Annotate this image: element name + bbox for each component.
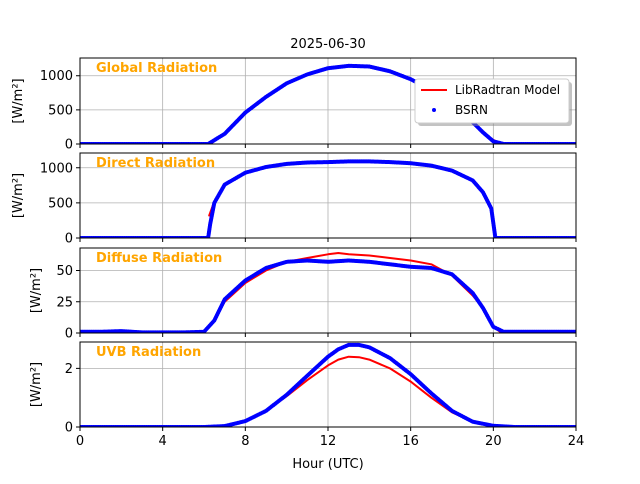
legend: LibRadtran Model BSRN xyxy=(414,78,572,126)
x-tick-label: 12 xyxy=(320,434,337,449)
bsrn-series-line xyxy=(80,63,576,144)
legend-label: BSRN xyxy=(455,103,488,117)
panel-plot-area xyxy=(80,342,576,427)
x-tick-label: 20 xyxy=(485,434,502,449)
panel-3: 0 25 50 Diffuse Radiation [W/m²] xyxy=(29,247,577,342)
bsrn-series-line xyxy=(80,159,576,238)
y-axis-label: [W/m²] xyxy=(11,78,26,123)
x-tick-label: 8 xyxy=(241,434,249,449)
y-tick-label: 500 xyxy=(48,196,73,211)
x-tick-label: 24 xyxy=(568,434,585,449)
legend-label: LibRadtran Model xyxy=(455,83,560,97)
y-axis-label: [W/m²] xyxy=(29,362,44,407)
y-tick-label: 50 xyxy=(56,264,73,279)
panel-label: Direct Radiation xyxy=(96,156,215,171)
model-series-line xyxy=(203,252,503,333)
legend-marker-swatch xyxy=(432,108,436,112)
y-tick-label: 2 xyxy=(65,362,73,377)
y-tick-label: 1000 xyxy=(40,69,73,84)
model-series-line xyxy=(208,160,497,238)
panel-2: 0 500 1000 Direct Radiation [W/m²] xyxy=(11,152,577,247)
y-tick-label: 0 xyxy=(65,232,73,247)
chart-title: 2025-06-30 xyxy=(290,37,366,52)
bsrn-series-line xyxy=(80,342,576,427)
panel-plot-area xyxy=(80,252,576,333)
y-tick-label: 1000 xyxy=(40,161,73,176)
panel-1: 0 500 1000 Global Radiation [W/m²] xyxy=(11,57,577,153)
y-tick-label: 0 xyxy=(65,421,73,436)
y-tick-label: 500 xyxy=(48,103,73,118)
y-tick-label: 0 xyxy=(65,138,73,153)
bsrn-series-line xyxy=(80,258,576,333)
x-tick-label: 16 xyxy=(402,434,419,449)
x-axis-label: Hour (UTC) xyxy=(292,457,363,472)
y-tick-label: 25 xyxy=(56,295,73,310)
panel-plot-area xyxy=(80,159,576,238)
x-tick-label: 4 xyxy=(159,434,167,449)
y-tick-label: 0 xyxy=(65,327,73,342)
y-axis-label: [W/m²] xyxy=(29,268,44,313)
panel-label: Diffuse Radiation xyxy=(96,251,222,266)
y-axis-label: [W/m²] xyxy=(11,173,26,218)
panel-label: UVB Radiation xyxy=(96,345,201,360)
panel-label: Global Radiation xyxy=(96,61,217,76)
x-tick-label: 0 xyxy=(76,434,84,449)
legend-box xyxy=(414,78,570,124)
